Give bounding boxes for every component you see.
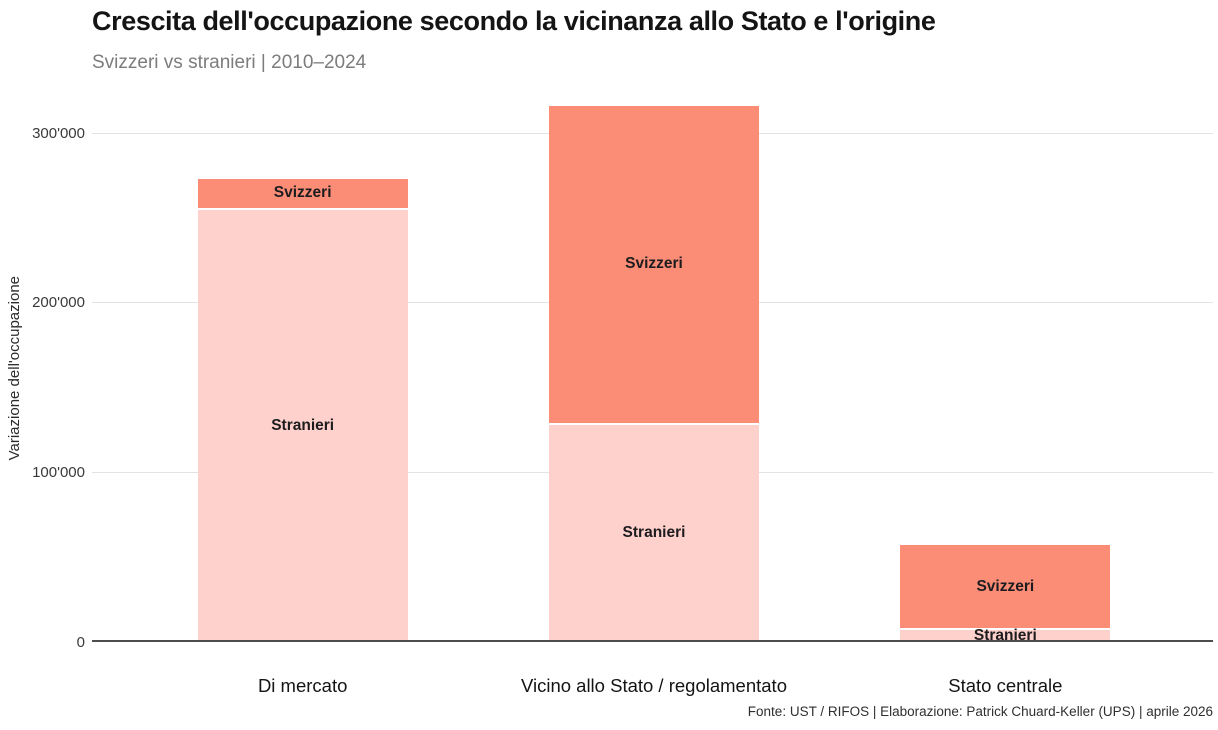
x-axis-line <box>92 640 1213 642</box>
chart-subtitle: Svizzeri vs stranieri | 2010–2024 <box>92 52 367 73</box>
y-axis-title: Variazione dell'occupazione <box>0 95 28 642</box>
y-axis-title-text: Variazione dell'occupazione <box>5 276 23 461</box>
y-tick-label: 100'000 <box>32 463 85 481</box>
segment-label: Svizzeri <box>976 577 1035 595</box>
bar-segment-stranieri: Stranieri <box>549 424 759 642</box>
y-tick-label: 0 <box>76 633 85 651</box>
bar-segment-stranieri: Stranieri <box>197 209 408 642</box>
segment-label: Stranieri <box>973 627 1037 645</box>
source-note: Fonte: UST / RIFOS | Elaborazione: Patri… <box>747 704 1213 719</box>
segment-label: Stranieri <box>622 524 686 542</box>
segment-label: Stranieri <box>271 416 335 434</box>
x-category-label: Vicino allo Stato / regolamentato <box>520 675 787 696</box>
plot-area: Stranieri Svizzeri Stranieri Svizzeri Strani… <box>92 95 1213 645</box>
bar-segment-svizzeri: Svizzeri <box>197 178 408 208</box>
chart-title: Crescita dell'occupazione secondo la vic… <box>92 6 936 36</box>
bar-segment-svizzeri: Svizzeri <box>900 545 1111 629</box>
y-tick-label: 200'000 <box>32 294 85 312</box>
segment-label: Svizzeri <box>273 184 332 202</box>
bar-segment-stranieri: Stranieri <box>900 627 1111 645</box>
segment-label: Svizzeri <box>625 255 683 273</box>
y-tick-label: 300'000 <box>32 124 85 142</box>
bar-segment-svizzeri: Svizzeri <box>549 106 759 423</box>
x-category-label: Di mercato <box>257 675 348 696</box>
x-category-label: Stato centrale <box>948 675 1063 696</box>
